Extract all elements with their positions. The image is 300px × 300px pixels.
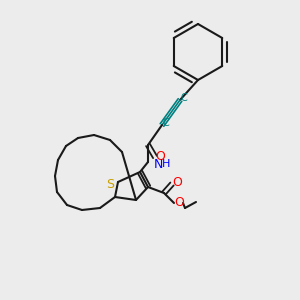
Text: N: N bbox=[153, 158, 163, 170]
Text: H: H bbox=[162, 159, 170, 169]
Text: C: C bbox=[163, 118, 170, 128]
Text: C: C bbox=[181, 93, 188, 103]
Text: O: O bbox=[174, 196, 184, 209]
Text: O: O bbox=[172, 176, 182, 190]
Text: S: S bbox=[106, 178, 114, 190]
Text: O: O bbox=[155, 149, 165, 163]
